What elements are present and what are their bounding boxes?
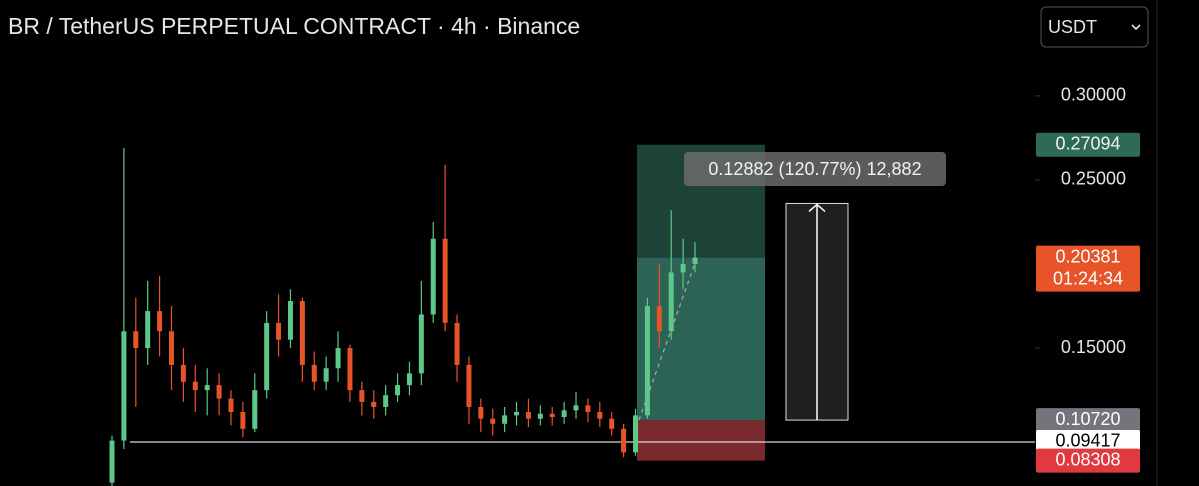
- entry-price-label: 0.10720: [1055, 409, 1120, 429]
- line-price-label: 0.09417: [1055, 431, 1120, 451]
- stop-price-label: 0.08308: [1055, 449, 1120, 469]
- candle-body: [383, 395, 389, 407]
- candle-body: [442, 238, 448, 323]
- last-price-label: 0.20381: [1055, 246, 1120, 266]
- candle-body: [228, 398, 234, 413]
- dropdown-caret: [1131, 24, 1141, 31]
- candle-body: [466, 364, 472, 407]
- candle-body: [525, 412, 531, 419]
- y-tick-label: 0.25000: [1061, 169, 1126, 189]
- currency-select[interactable]: [1040, 6, 1149, 48]
- candle-body: [478, 406, 484, 419]
- candle-body: [633, 415, 639, 453]
- candle-body: [335, 348, 341, 369]
- candle-body: [252, 390, 258, 429]
- candle-body: [406, 373, 412, 386]
- candle-body: [395, 385, 401, 396]
- candle-body: [656, 306, 662, 332]
- y-tick-label: 0.30000: [1061, 85, 1126, 105]
- candle-body: [180, 364, 186, 382]
- y-tick-label: 0.15000: [1061, 337, 1126, 357]
- candle-body: [597, 412, 603, 419]
- stop-zone: [637, 420, 765, 461]
- target-price-label: 0.27094: [1055, 133, 1120, 153]
- candle-body: [454, 322, 460, 365]
- candle-body: [549, 413, 555, 418]
- candle-body: [359, 390, 365, 402]
- candle-body: [216, 385, 222, 399]
- candle-body: [430, 238, 436, 315]
- candle-body: [490, 418, 496, 424]
- candle-body: [157, 311, 163, 332]
- candle-body: [287, 301, 293, 340]
- candle-body: [680, 264, 686, 273]
- entry-price-label-bg: [1036, 408, 1140, 433]
- candle-body: [621, 428, 627, 453]
- candle-body: [276, 322, 282, 340]
- target-price-label-bg: [1036, 132, 1140, 157]
- candle-body: [537, 413, 543, 419]
- candle-body: [109, 440, 115, 483]
- measure-arrowhead: [808, 203, 826, 213]
- stats-box: [684, 152, 946, 186]
- chart-title: BR / TetherUS PERPETUAL CONTRACT · 4h · …: [8, 13, 580, 39]
- candle-body: [371, 401, 377, 407]
- candle-body: [644, 306, 650, 416]
- candle-body: [668, 272, 674, 332]
- candle-body: [502, 415, 508, 424]
- candle-body: [573, 405, 579, 411]
- candle-body: [323, 368, 329, 382]
- candle-body: [514, 412, 520, 416]
- candle-body: [692, 257, 698, 265]
- candle-body: [561, 410, 567, 418]
- candle-body: [585, 405, 591, 413]
- candle-body: [204, 385, 210, 391]
- candle-body: [133, 331, 139, 349]
- profit-zone-lower: [637, 257, 765, 421]
- candle-body: [192, 381, 198, 391]
- stats-label: 0.12882 (120.77%) 12,882: [708, 159, 921, 179]
- candle-body: [311, 364, 317, 382]
- candle-body: [240, 412, 246, 429]
- candle-body: [299, 301, 305, 365]
- last-price-label-countdown: 01:24:34: [1053, 268, 1123, 288]
- line-price-label-bg: [1036, 429, 1140, 454]
- candle-body: [121, 331, 127, 441]
- candle-body: [418, 314, 424, 374]
- candle-body: [347, 348, 353, 391]
- candle-body: [168, 331, 174, 365]
- candle-body: [264, 322, 270, 391]
- stop-price-label-bg: [1036, 448, 1140, 473]
- candle-body: [609, 418, 615, 429]
- candle-body: [145, 311, 151, 349]
- currency-label: USDT: [1048, 17, 1097, 37]
- last-price-label-bg: [1036, 245, 1140, 292]
